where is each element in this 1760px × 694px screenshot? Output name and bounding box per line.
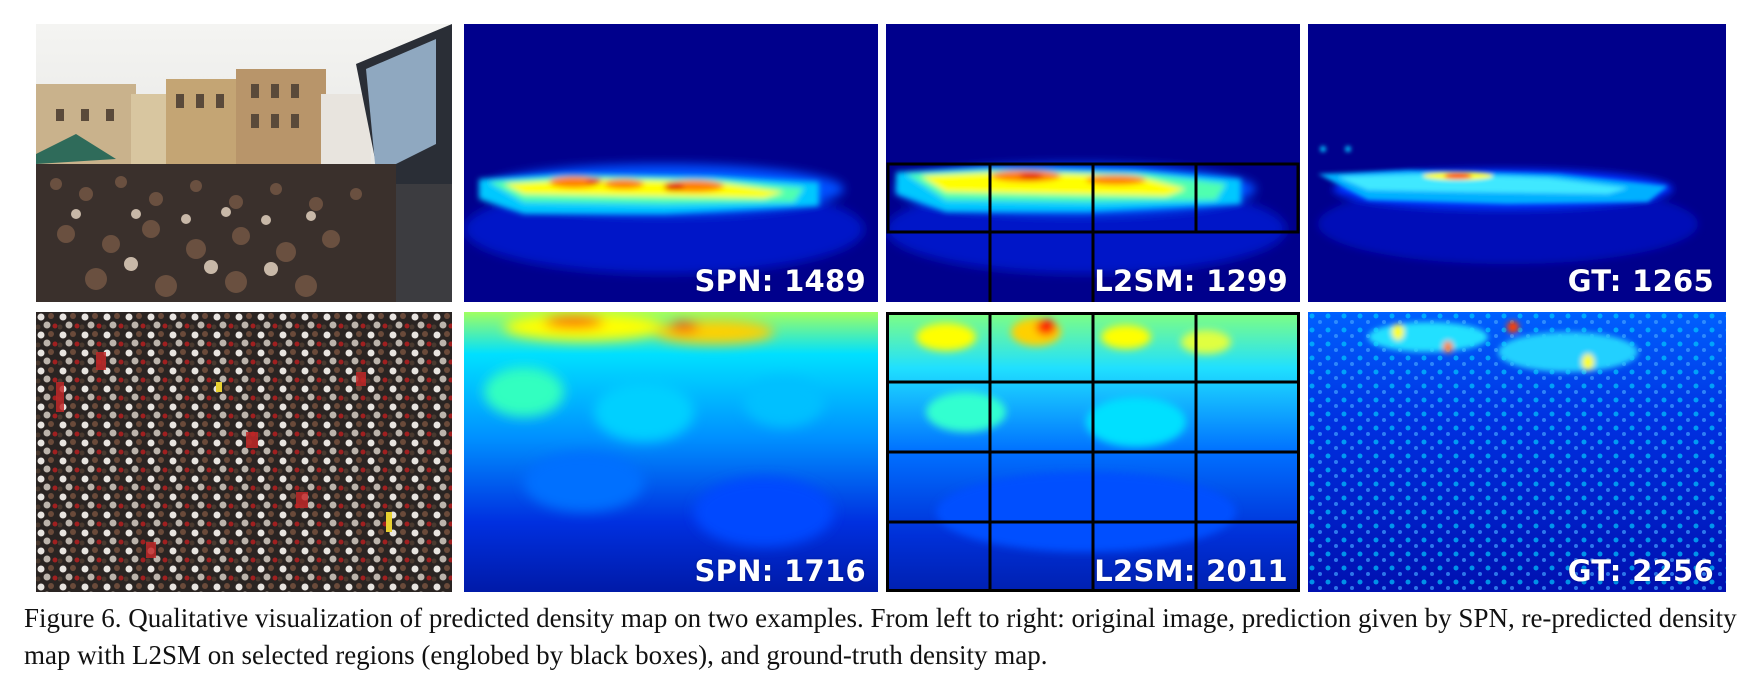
l2sm-count-row1: L2SM: 1299 [1094, 264, 1288, 298]
spn-count-row1: SPN: 1489 [694, 264, 866, 298]
density-map-gt-row1: GT: 1265 [1308, 24, 1726, 302]
density-map-l2sm-row1: L2SM: 1299 [886, 24, 1300, 302]
gt-count-row1: GT: 1265 [1567, 264, 1714, 298]
density-map-spn-row2: SPN: 1716 [464, 312, 878, 592]
density-map-gt-row2: GT: 2256 [1308, 312, 1726, 592]
spn-count-row2: SPN: 1716 [694, 554, 866, 588]
gt-count-row2: GT: 2256 [1567, 554, 1714, 588]
l2sm-count-row2: L2SM: 2011 [1094, 554, 1288, 588]
figure-caption: Figure 6. Qualitative visualization of p… [24, 603, 1737, 670]
original-image-row1 [36, 24, 452, 302]
density-map-l2sm-row2: L2SM: 2011 [886, 312, 1300, 592]
density-map-spn-row1: SPN: 1489 [464, 24, 878, 302]
original-image-row2 [36, 312, 452, 592]
